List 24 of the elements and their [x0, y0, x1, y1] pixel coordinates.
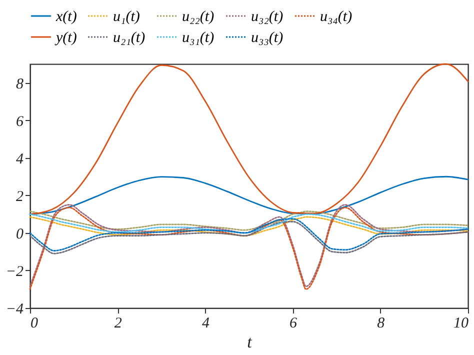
x-tick-label: 6 [290, 316, 298, 332]
x-tick-label: 4 [202, 316, 210, 332]
y-tick-label: 8 [16, 76, 24, 92]
x-tick-label: 0 [30, 316, 38, 332]
x-tick-label: 8 [377, 316, 386, 332]
y-tick-label: 6 [16, 114, 24, 130]
x-tick-label: 2 [114, 316, 122, 332]
y-tick-label: 4 [16, 151, 24, 168]
legend-label: y(t) [54, 30, 77, 46]
line-series [29, 63, 469, 215]
legend-label: u₃₃(t) [251, 30, 284, 46]
legend-label: u₃₂(t) [251, 9, 284, 25]
y-tick-label: 0 [16, 226, 24, 242]
y-tick-label: −2 [6, 264, 24, 280]
legend-label: u₃₁(t) [182, 30, 214, 46]
legend-label: x(t) [55, 9, 77, 25]
y-tick-label: −4 [6, 302, 24, 318]
legend-label: u₂₂(t) [182, 9, 214, 25]
legend-label: u₂₁(t) [113, 30, 146, 46]
x-tick-label: 10 [454, 316, 469, 332]
legend-label: u₃₄(t) [320, 9, 352, 25]
y-tick-label: 2 [16, 188, 24, 205]
x-axis-title: t [247, 332, 254, 352]
legend-label: u₁(t) [113, 9, 140, 25]
